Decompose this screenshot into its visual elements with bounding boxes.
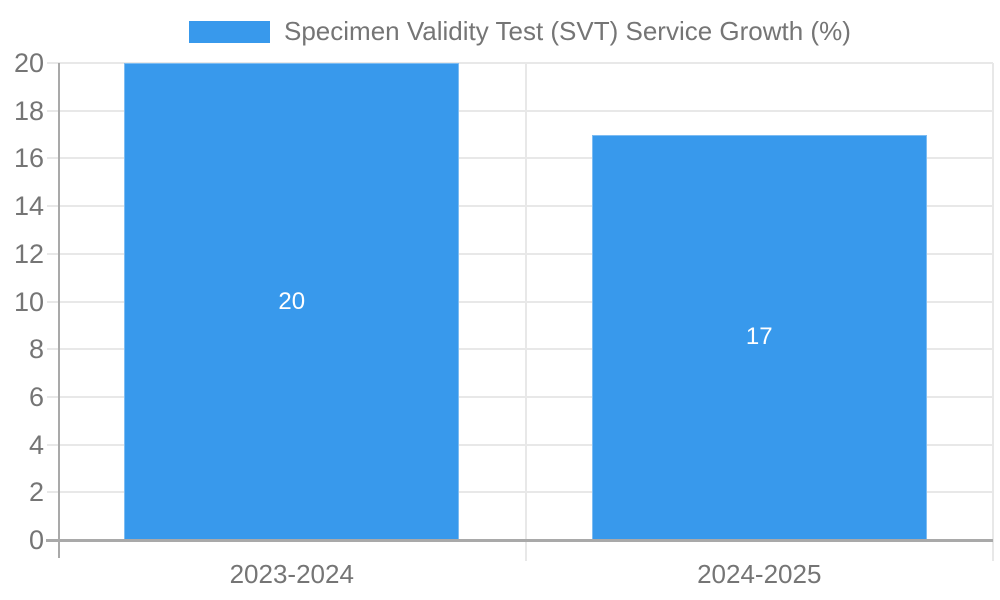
category-divider-line xyxy=(524,63,527,561)
y-tick-label: 10 xyxy=(13,286,44,317)
y-tick xyxy=(47,491,58,494)
y-tick-label: 14 xyxy=(13,191,44,222)
y-tick-label: 0 xyxy=(28,525,44,555)
bar-value-label: 20 xyxy=(278,287,306,315)
plot-right-edge xyxy=(992,63,994,561)
y-tick-label: 18 xyxy=(13,95,44,126)
bar xyxy=(591,134,927,540)
y-tick xyxy=(47,300,58,303)
y-tick xyxy=(47,157,58,160)
y-tick-label: 12 xyxy=(13,238,44,269)
x-tick-label: 2024-2025 xyxy=(697,559,822,589)
y-tick-label: 4 xyxy=(28,429,44,460)
y-tick xyxy=(47,252,58,255)
bar xyxy=(124,63,460,540)
y-tick-label: 16 xyxy=(13,143,44,174)
x-tick-label: 2023-2024 xyxy=(229,559,354,589)
y-axis-line xyxy=(58,63,60,558)
x-axis-baseline xyxy=(46,539,993,542)
y-tick xyxy=(47,395,58,398)
y-tick xyxy=(47,205,58,208)
legend-swatch xyxy=(189,21,270,43)
y-tick xyxy=(47,348,58,351)
y-tick-label: 20 xyxy=(13,48,44,78)
y-tick xyxy=(47,109,58,112)
y-tick-label: 8 xyxy=(28,334,44,365)
y-tick xyxy=(47,443,58,446)
bar-value-label: 17 xyxy=(745,323,773,351)
y-tick-label: 6 xyxy=(28,381,44,412)
legend-label: Specimen Validity Test (SVT) Service Gro… xyxy=(284,15,851,46)
y-tick xyxy=(47,62,58,64)
y-tick-label: 2 xyxy=(28,477,44,508)
